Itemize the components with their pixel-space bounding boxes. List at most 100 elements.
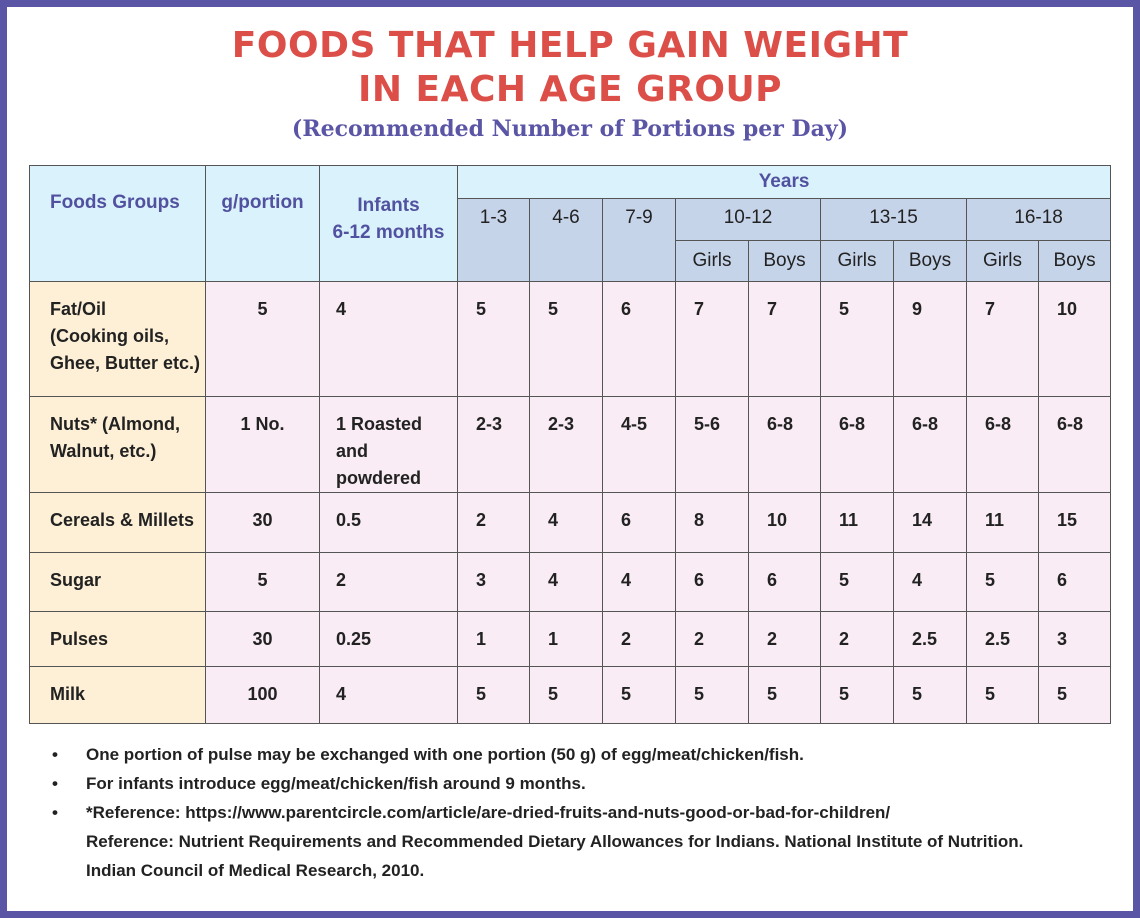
note-3: • *Reference: https://www.parentcircle.co…	[52, 798, 1023, 827]
title-line-1: FOODS THAT HELP GAIN WEIGHT	[231, 25, 909, 66]
portion-value-cell: 6	[675, 552, 749, 612]
header-age-1-3: 1-3	[457, 198, 530, 282]
header-boys: Boys	[748, 240, 821, 282]
food-group-cell: Sugar	[29, 552, 206, 612]
food-group-text: Fat/Oil	[50, 299, 107, 319]
bullet: •	[52, 774, 58, 793]
portion-value-cell: 2	[602, 611, 676, 667]
portion-value-cell: 5	[529, 281, 603, 397]
header-years: Years	[456, 165, 1112, 199]
portion-value-cell: 5	[602, 666, 676, 724]
portion-value-cell: 7	[748, 281, 821, 397]
portion-value-cell: 3	[1037, 611, 1112, 667]
g-portion-cell: 5	[205, 552, 320, 612]
portion-value-cell: 3	[457, 552, 530, 612]
subtitle: (Recommended Number of Portions per Day)	[291, 116, 849, 142]
portion-value-cell: 7	[966, 281, 1039, 397]
infants-text: 1 Roasted	[336, 414, 423, 434]
infants-text: 4	[336, 684, 347, 704]
title-line-2: IN EACH AGE GROUP	[357, 69, 783, 110]
portion-value-cell: 9	[893, 281, 967, 397]
food-group-text: Milk	[50, 684, 86, 704]
header-infants-line2: 6-12 months	[332, 222, 445, 243]
portion-value-cell: 5	[820, 552, 894, 612]
portion-value-cell: 2-3	[529, 396, 603, 493]
portion-value-cell: 11	[820, 492, 894, 553]
food-group-text: (Cooking oils,	[50, 326, 169, 346]
food-group-cell: Pulses	[29, 611, 206, 667]
infants-cell: 4	[319, 666, 458, 724]
portion-value-cell: 1	[457, 611, 530, 667]
food-group-cell: Milk	[29, 666, 206, 724]
infants-cell: 2	[319, 552, 458, 612]
portion-value-cell: 5	[457, 666, 530, 724]
g-portion-cell: 30	[205, 492, 320, 553]
portion-value-cell: 5	[1037, 666, 1112, 724]
portion-value-cell: 2.5	[893, 611, 967, 667]
portion-value-cell: 4	[529, 552, 603, 612]
header-boys: Boys	[893, 240, 967, 282]
table-row: Milk 100 4 5 5 5 5 5 5 5 5 5	[29, 666, 1112, 724]
portion-value-cell: 6-8	[820, 396, 894, 493]
infants-cell: 0.25	[319, 611, 458, 667]
infants-text: 0.5	[336, 510, 362, 530]
header-food-groups: Foods Groups	[29, 165, 206, 282]
portion-value-cell: 6	[602, 492, 676, 553]
header-age-10-12: 10-12	[675, 198, 821, 241]
portion-value-cell: 2	[820, 611, 894, 667]
note-1: • One portion of pulse may be exchanged w…	[52, 740, 1023, 769]
notes: • One portion of pulse may be exchanged w…	[52, 740, 1023, 885]
portion-value-cell: 5	[529, 666, 603, 724]
food-group-text: Sugar	[50, 570, 102, 590]
portion-value-cell: 14	[893, 492, 967, 553]
table-row: Fat/Oil (Cooking oils, Ghee, Butter etc.) 5…	[29, 281, 1112, 397]
infants-text: 0.25	[336, 629, 372, 649]
portion-value-cell: 5	[893, 666, 967, 724]
header-age-7-9: 7-9	[602, 198, 676, 282]
portion-value-cell: 4-5	[602, 396, 676, 493]
portion-value-cell: 6-8	[1037, 396, 1112, 493]
bullet: •	[52, 745, 58, 764]
infants-text: and powdered	[336, 441, 422, 488]
portion-value-cell: 5	[820, 666, 894, 724]
bullet: •	[52, 803, 58, 822]
portion-value-cell: 2	[675, 611, 749, 667]
portion-value-cell: 15	[1037, 492, 1112, 553]
header-boys: Boys	[1037, 240, 1112, 282]
portion-value-cell: 6-8	[748, 396, 821, 493]
portion-value-cell: 5	[457, 281, 530, 397]
portion-value-cell: 5-6	[675, 396, 749, 493]
infants-text: 2	[336, 570, 347, 590]
note-text: *Reference: https://www.parentcircle.com…	[86, 803, 891, 822]
reference-line-2: Indian Council of Medical Research, 2010…	[86, 861, 425, 880]
portion-value-cell: 4	[893, 552, 967, 612]
portion-value-cell: 5	[675, 666, 749, 724]
portion-value-cell: 10	[1037, 281, 1112, 397]
portions-table: Foods Groups g/portion Infants 6-12 mont…	[29, 165, 1112, 724]
header-girls: Girls	[820, 240, 894, 282]
food-group-text: Cereals & Millets	[50, 510, 195, 530]
g-portion-cell: 1 No.	[205, 396, 320, 493]
portion-value-cell: 8	[675, 492, 749, 553]
portion-value-cell: 10	[748, 492, 821, 553]
table-row: Nuts* (Almond, Walnut, etc.) 1 No. 1 Roaste…	[29, 396, 1112, 493]
food-group-text: Pulses	[50, 629, 109, 649]
note-text: For infants introduce egg/meat/chicken/f…	[86, 774, 586, 793]
header-infants-line1: Infants	[357, 195, 420, 216]
g-portion-cell: 30	[205, 611, 320, 667]
portion-value-cell: 2-3	[457, 396, 530, 493]
reference-line-1: Reference: Nutrient Requirements and Rec…	[86, 832, 1024, 851]
food-group-text: Nuts* (Almond,	[50, 414, 180, 434]
portion-value-cell: 1	[529, 611, 603, 667]
header-infants: Infants 6-12 months	[319, 165, 458, 282]
portion-value-cell: 5	[966, 552, 1039, 612]
portion-value-cell: 6	[748, 552, 821, 612]
food-group-cell: Nuts* (Almond, Walnut, etc.)	[29, 396, 206, 493]
portion-value-cell: 2.5	[966, 611, 1039, 667]
header-age-4-6: 4-6	[529, 198, 603, 282]
infants-cell: 1 Roasted and powdered	[319, 396, 458, 493]
portion-value-cell: 2	[457, 492, 530, 553]
header-g-portion: g/portion	[205, 165, 320, 282]
infants-cell: 4	[319, 281, 458, 397]
